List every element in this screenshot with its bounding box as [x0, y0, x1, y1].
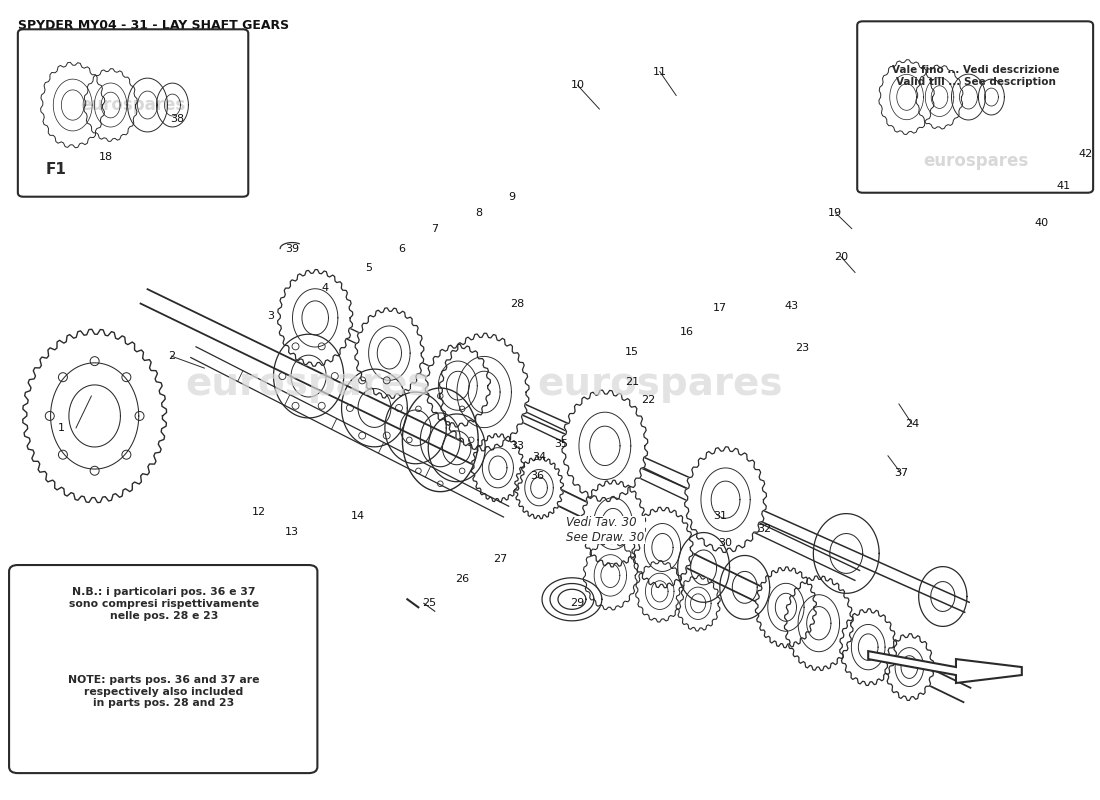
Text: 18: 18: [99, 152, 112, 162]
Polygon shape: [916, 65, 962, 129]
Text: 12: 12: [252, 506, 266, 517]
Polygon shape: [581, 480, 646, 567]
Text: 29: 29: [570, 598, 584, 608]
Text: 23: 23: [795, 343, 810, 353]
Polygon shape: [676, 575, 720, 631]
Text: 26: 26: [455, 574, 470, 584]
Text: 15: 15: [625, 347, 639, 357]
Text: 6: 6: [398, 243, 406, 254]
Polygon shape: [439, 334, 529, 451]
Polygon shape: [355, 308, 424, 398]
Text: eurospares: eurospares: [923, 152, 1028, 170]
Text: 7: 7: [431, 223, 439, 234]
Text: 11: 11: [652, 66, 667, 77]
Text: Vale fino ... Vedi descrizione
Valid till ... See description: Vale fino ... Vedi descrizione Valid til…: [892, 65, 1059, 86]
Text: 9: 9: [508, 192, 515, 202]
Text: 40: 40: [1034, 218, 1048, 228]
Polygon shape: [562, 390, 648, 502]
Polygon shape: [277, 270, 353, 366]
Text: 33: 33: [510, 442, 524, 451]
Polygon shape: [84, 69, 138, 142]
Text: 4: 4: [321, 283, 329, 294]
Text: 3: 3: [266, 311, 274, 322]
FancyBboxPatch shape: [9, 565, 318, 773]
Polygon shape: [868, 651, 1022, 683]
FancyBboxPatch shape: [18, 30, 249, 197]
Text: 1: 1: [58, 423, 65, 433]
Polygon shape: [426, 344, 491, 427]
Text: NOTE: parts pos. 36 and 37 are
respectively also included
in parts pos. 28 and 2: NOTE: parts pos. 36 and 37 are respectiv…: [68, 675, 260, 708]
Polygon shape: [23, 330, 166, 502]
Text: 24: 24: [905, 419, 920, 429]
Text: 38: 38: [169, 114, 184, 124]
Text: 8: 8: [475, 208, 482, 218]
Polygon shape: [839, 609, 896, 686]
Polygon shape: [472, 434, 525, 502]
Text: 34: 34: [532, 452, 546, 462]
Polygon shape: [879, 60, 934, 134]
Polygon shape: [41, 62, 104, 148]
Text: 19: 19: [828, 208, 843, 218]
Text: 22: 22: [641, 395, 656, 405]
Text: 2: 2: [168, 351, 175, 361]
Text: 5: 5: [365, 263, 373, 274]
Text: 16: 16: [680, 327, 694, 338]
Text: 42: 42: [1078, 150, 1092, 159]
Polygon shape: [632, 507, 693, 588]
Text: 13: 13: [285, 526, 299, 537]
Text: 37: 37: [894, 468, 909, 478]
Text: F1: F1: [45, 162, 66, 177]
Text: 25: 25: [422, 598, 437, 608]
Text: 14: 14: [351, 510, 365, 521]
Polygon shape: [684, 447, 767, 553]
Text: 36: 36: [530, 470, 543, 481]
FancyBboxPatch shape: [857, 22, 1093, 193]
Text: SPYDER MY04 - 31 - LAY SHAFT GEARS: SPYDER MY04 - 31 - LAY SHAFT GEARS: [18, 19, 289, 32]
Text: 10: 10: [571, 80, 584, 90]
Text: 31: 31: [713, 510, 727, 521]
Text: 17: 17: [713, 303, 727, 314]
Text: 35: 35: [554, 439, 568, 449]
Text: eurospares: eurospares: [80, 96, 186, 114]
Text: 30: 30: [718, 538, 733, 549]
Polygon shape: [515, 457, 563, 518]
Polygon shape: [884, 634, 934, 701]
Text: N.B.: i particolari pos. 36 e 37
sono compresi rispettivamente
nelle pos. 28 e 2: N.B.: i particolari pos. 36 e 37 sono co…: [68, 587, 258, 621]
Polygon shape: [784, 576, 854, 670]
Text: Vedi Tav. 30
See Draw. 30: Vedi Tav. 30 See Draw. 30: [566, 515, 645, 543]
Polygon shape: [756, 567, 816, 648]
Text: 28: 28: [510, 299, 525, 310]
Text: eurospares: eurospares: [537, 365, 782, 403]
Polygon shape: [636, 561, 684, 622]
Text: 27: 27: [494, 554, 508, 565]
Text: 43: 43: [784, 301, 799, 311]
Text: 21: 21: [625, 378, 639, 387]
Text: 39: 39: [285, 243, 299, 254]
Text: 41: 41: [1056, 182, 1070, 191]
Text: 20: 20: [834, 251, 848, 262]
Polygon shape: [583, 541, 637, 610]
Text: 32: 32: [757, 524, 771, 534]
Text: eurospares: eurospares: [186, 365, 431, 403]
